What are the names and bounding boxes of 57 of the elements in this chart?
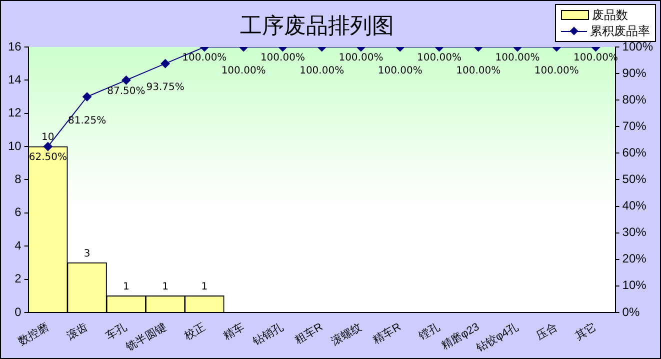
data-label: 100.00% [416,52,462,64]
x-tick-label: 车孔 [104,320,130,342]
y-tick-label: 10 [8,138,22,153]
y2-tick-label: 100% [622,39,654,54]
y2-tick-label: 60% [622,145,647,160]
data-label: 100.00% [221,66,266,77]
point [43,142,52,152]
y-tick-label: 6 [14,205,22,220]
data-label: 62.50% [28,152,67,164]
data-label: 1 [162,281,168,292]
y2-tick-label: 80% [622,92,647,106]
y2-tick-label: 40% [622,198,647,213]
legend-label: 累积废品率 [590,22,650,40]
data-label: 3 [84,248,90,260]
x-tick-label: 校正 [181,320,208,343]
data-label: 81.25% [68,115,106,126]
x-tick-label: 精车 [221,320,247,342]
data-label: 100.00% [534,66,579,77]
y2-tick-label: 30% [622,225,647,240]
y-tick-label: 12 [8,106,22,120]
data-label: 1 [122,281,130,292]
x-tick-label: 镗孔 [416,320,442,343]
data-label: 100.00% [495,52,540,64]
x-tick-label: 粗车R [292,320,325,346]
y-tick-label: 0 [14,304,22,319]
y2-tick-label: 10% [622,278,647,292]
x-tick-label: 数控磨 [16,320,51,348]
legend-label: 废品数 [592,6,628,24]
data-label: 100.00% [300,66,344,77]
data-label: 87.50% [107,86,146,97]
x-tick-label: 滚螺纹 [328,320,364,348]
y-tick-label: 4 [14,238,22,252]
data-label: 100.00% [338,52,384,64]
point [82,92,92,102]
y-tick-label: 14 [8,72,22,86]
data-label: 100.00% [456,66,501,77]
x-tick-label: 钻销孔 [250,320,286,348]
x-tick-label: 精车R [370,320,404,346]
y-tick-label: 16 [8,39,22,54]
y2-tick-label: 50% [622,172,647,186]
y-tick-label: 2 [14,272,22,286]
data-label: 93.75% [146,82,184,94]
y2-tick-label: 70% [622,118,647,133]
point [122,76,131,85]
y2-tick-label: 0% [622,304,640,319]
data-label: 100.00% [260,52,305,64]
y2-tick-label: 90% [622,66,647,80]
data-label: 100.00% [182,52,227,64]
y2-tick-label: 20% [622,252,647,266]
x-tick-label: 其它 [573,320,599,342]
chart-title: 工序废品排列图 [240,14,394,39]
data-label: 100.00% [378,66,422,77]
data-label: 1 [201,281,208,292]
x-tick-label: 滚齿 [64,320,90,342]
data-label: 10 [42,132,54,144]
y-tick-label: 8 [14,172,22,186]
x-tick-label: 压合 [534,320,560,342]
